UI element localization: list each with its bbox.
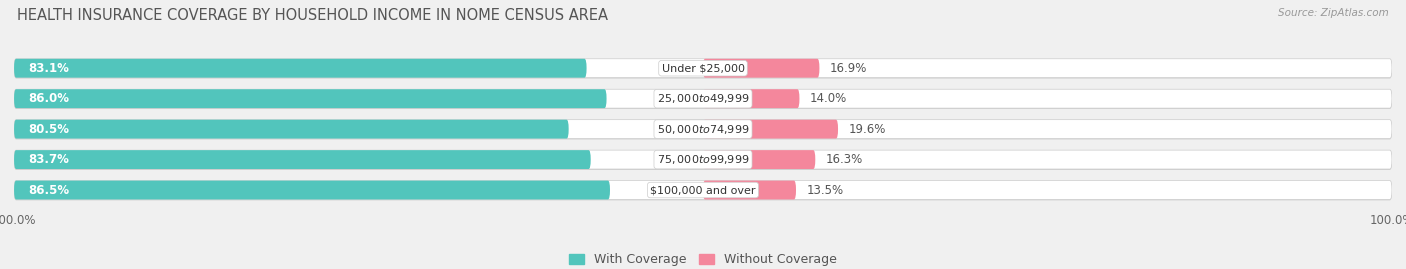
Text: $50,000 to $74,999: $50,000 to $74,999 (657, 123, 749, 136)
FancyBboxPatch shape (14, 120, 1392, 139)
FancyBboxPatch shape (14, 89, 606, 108)
Text: 80.5%: 80.5% (28, 123, 69, 136)
Text: 16.9%: 16.9% (830, 62, 868, 75)
FancyBboxPatch shape (14, 60, 1392, 79)
FancyBboxPatch shape (14, 120, 568, 139)
FancyBboxPatch shape (703, 180, 796, 200)
FancyBboxPatch shape (703, 150, 815, 169)
FancyBboxPatch shape (14, 59, 586, 78)
Text: Under $25,000: Under $25,000 (661, 63, 745, 73)
FancyBboxPatch shape (14, 59, 1392, 78)
Legend: With Coverage, Without Coverage: With Coverage, Without Coverage (564, 248, 842, 269)
Text: 83.1%: 83.1% (28, 62, 69, 75)
FancyBboxPatch shape (14, 121, 1392, 139)
Text: 86.0%: 86.0% (28, 92, 69, 105)
FancyBboxPatch shape (14, 182, 1392, 200)
FancyBboxPatch shape (703, 120, 838, 139)
FancyBboxPatch shape (14, 89, 1392, 108)
FancyBboxPatch shape (14, 150, 591, 169)
FancyBboxPatch shape (14, 90, 1392, 109)
Text: $25,000 to $49,999: $25,000 to $49,999 (657, 92, 749, 105)
FancyBboxPatch shape (14, 150, 1392, 169)
FancyBboxPatch shape (703, 89, 800, 108)
FancyBboxPatch shape (14, 151, 1392, 170)
Text: 13.5%: 13.5% (807, 183, 844, 197)
Text: 16.3%: 16.3% (825, 153, 863, 166)
Text: $75,000 to $99,999: $75,000 to $99,999 (657, 153, 749, 166)
Text: 86.5%: 86.5% (28, 183, 69, 197)
FancyBboxPatch shape (14, 180, 610, 200)
Text: 19.6%: 19.6% (848, 123, 886, 136)
Text: $100,000 and over: $100,000 and over (650, 185, 756, 195)
Text: Source: ZipAtlas.com: Source: ZipAtlas.com (1278, 8, 1389, 18)
Text: 83.7%: 83.7% (28, 153, 69, 166)
Text: 14.0%: 14.0% (810, 92, 846, 105)
FancyBboxPatch shape (703, 59, 820, 78)
Text: HEALTH INSURANCE COVERAGE BY HOUSEHOLD INCOME IN NOME CENSUS AREA: HEALTH INSURANCE COVERAGE BY HOUSEHOLD I… (17, 8, 607, 23)
FancyBboxPatch shape (14, 180, 1392, 200)
